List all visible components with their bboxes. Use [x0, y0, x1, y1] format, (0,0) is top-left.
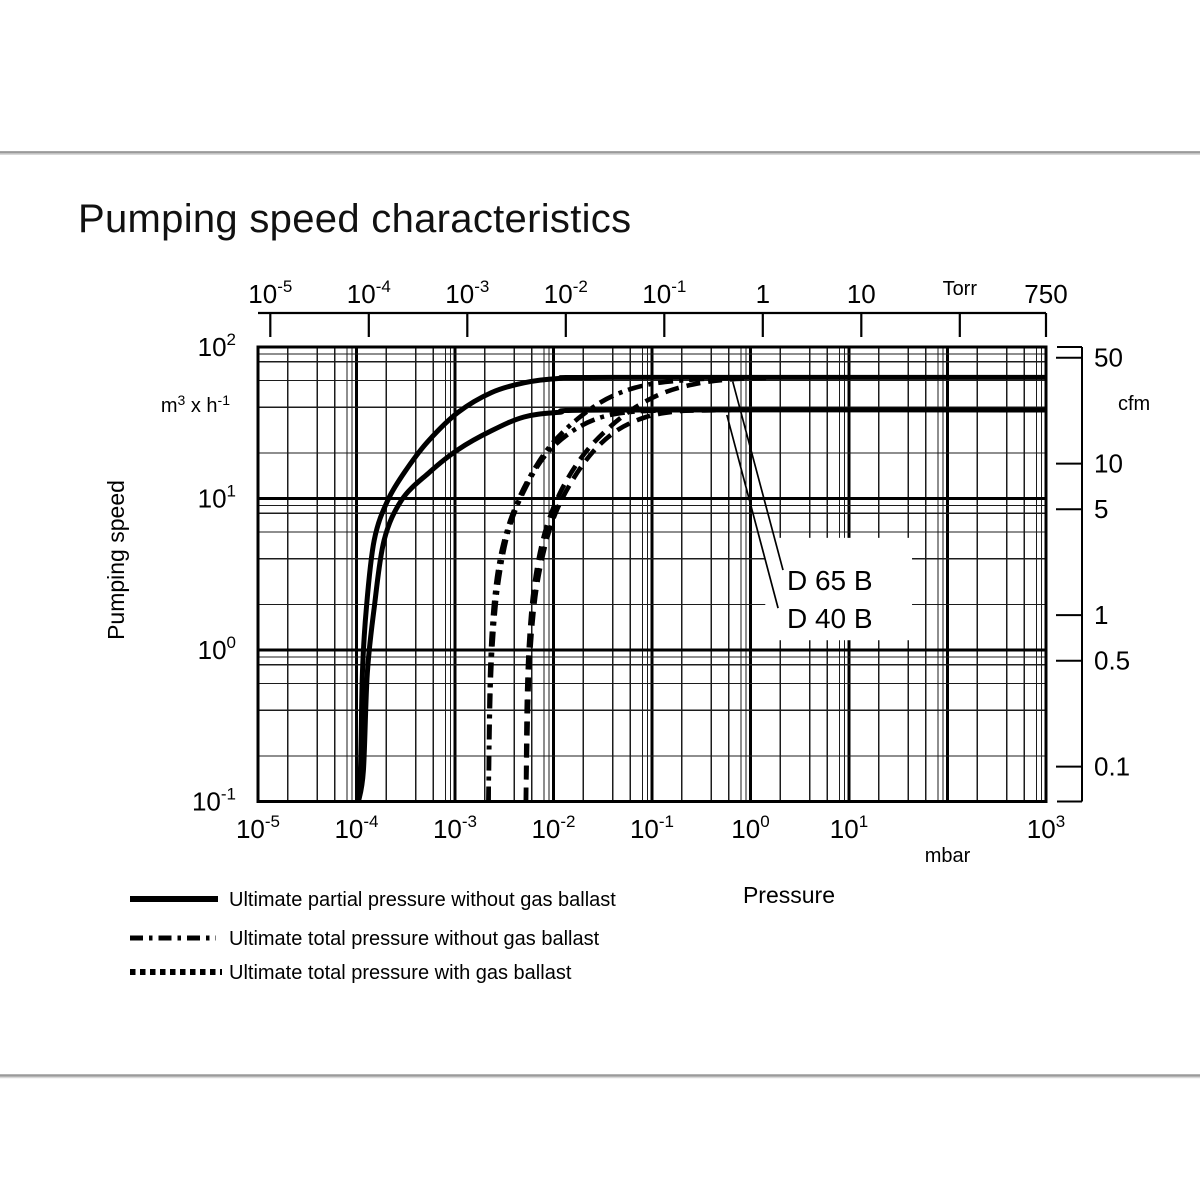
svg-text:10-3: 10-3	[433, 812, 477, 844]
curve-d65b-solid	[354, 374, 1047, 802]
svg-text:10-1: 10-1	[642, 277, 686, 309]
left-axis-labels: 102 101 100 10-1 m3 x h-1 Pumping speed	[103, 330, 236, 817]
svg-text:0.5: 0.5	[1094, 646, 1130, 676]
curve-d65b-dash-dot	[486, 375, 731, 802]
svg-text:10-2: 10-2	[531, 812, 575, 844]
cfm-axis: 50 10 5 1 0.5 0.1 cfm	[1056, 343, 1150, 803]
legend-label: Ultimate total pressure without gas ball…	[229, 928, 600, 950]
legend-row-dotted: Ultimate total pressure with gas ballast	[130, 962, 572, 984]
legend-row-dash-dot: Ultimate total pressure without gas ball…	[130, 928, 600, 950]
svg-text:10-1: 10-1	[192, 785, 236, 817]
legend: Ultimate partial pressure without gas ba…	[130, 889, 616, 984]
svg-text:1: 1	[1094, 600, 1108, 630]
svg-text:101: 101	[830, 812, 868, 844]
svg-text:5: 5	[1094, 494, 1108, 524]
svg-text:10-4: 10-4	[347, 277, 391, 309]
legend-label: Ultimate partial pressure without gas ba…	[229, 889, 616, 911]
svg-text:10: 10	[1094, 449, 1123, 479]
svg-text:103: 103	[1027, 812, 1065, 844]
pump-annotations: D 65 B D 40 B	[726, 381, 913, 641]
x-axis-title: Pressure	[743, 882, 835, 908]
plot-border	[256, 345, 1048, 803]
svg-text:101: 101	[198, 482, 236, 514]
series-curves	[354, 374, 1047, 802]
svg-text:10-5: 10-5	[248, 277, 292, 309]
plot-grid	[258, 347, 1046, 802]
torr-unit-label: Torr	[943, 278, 978, 300]
chart-title: Pumping speed characteristics	[78, 197, 632, 241]
svg-text:10-4: 10-4	[334, 812, 378, 844]
svg-text:0.1: 0.1	[1094, 752, 1130, 782]
cfm-unit-label: cfm	[1118, 393, 1150, 415]
y-axis-title: Pumping speed	[103, 480, 129, 640]
curve-d40b-dash-dot	[486, 407, 692, 802]
svg-text:10-3: 10-3	[445, 277, 489, 309]
legend-label: Ultimate total pressure with gas ballast	[229, 962, 572, 984]
svg-text:10-1: 10-1	[630, 812, 674, 844]
svg-text:750: 750	[1024, 279, 1067, 309]
curve-d40b-dashed	[523, 407, 731, 802]
pump-label-d65b: D 65 B	[787, 565, 873, 596]
svg-text:100: 100	[731, 812, 769, 844]
svg-text:10-5: 10-5	[236, 812, 280, 844]
curve-d40b-solid	[356, 407, 1047, 802]
mbar-unit-label: mbar	[925, 845, 971, 867]
svg-text:10: 10	[847, 279, 876, 309]
label-box	[765, 537, 913, 641]
svg-text:100: 100	[198, 633, 236, 665]
torr-axis: 10-5 10-4 10-3 10-2 10-1 1 10 750 Torr	[248, 277, 1068, 337]
svg-text:10-2: 10-2	[544, 277, 588, 309]
svg-text:50: 50	[1094, 343, 1123, 373]
svg-text:1: 1	[756, 279, 770, 309]
pump-label-d40b: D 40 B	[787, 603, 873, 634]
page-divider-lines	[0, 151, 1200, 1079]
left-unit-label: m3 x h-1	[161, 392, 230, 417]
svg-text:102: 102	[198, 330, 236, 362]
legend-row-solid: Ultimate partial pressure without gas ba…	[130, 889, 616, 911]
bottom-axis-labels: 10-5 10-4 10-3 10-2 10-1 100 101 103 mbar Pressur…	[236, 812, 1065, 908]
